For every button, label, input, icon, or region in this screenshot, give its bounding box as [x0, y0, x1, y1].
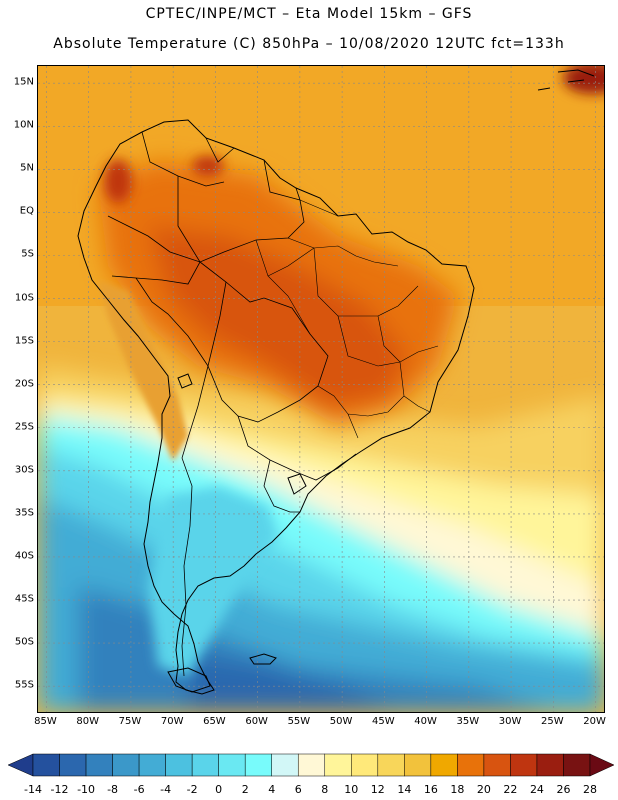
south-america-coastline [77, 119, 475, 695]
tierra-del-fuego [167, 667, 211, 693]
colorbar-cell [536, 753, 564, 777]
coastlines [77, 69, 595, 695]
colorbar-label: 26 [556, 783, 571, 796]
colorbar-cell [430, 753, 458, 777]
lat-label: 5N [20, 162, 34, 174]
lat-label: 30S [14, 464, 34, 476]
field-patagonia-cool [148, 486, 278, 676]
lat-label: 40S [14, 550, 34, 562]
colorbar-label: 4 [268, 783, 276, 796]
colorbar-label: 0 [215, 783, 223, 796]
temperature-field [38, 66, 604, 712]
colorbar-label: 6 [294, 783, 302, 796]
brazil-states [255, 199, 439, 439]
caribbean-islands [537, 69, 595, 91]
colorbar-cell [483, 753, 511, 777]
lon-label: 35W [456, 716, 480, 727]
colorbar-cell [510, 753, 538, 777]
colorbar-under-triangle [7, 753, 34, 777]
colorbar-label: -12 [50, 783, 69, 796]
colorbar-label: -10 [77, 783, 96, 796]
colorbar-label: 28 [583, 783, 597, 796]
map-title: CPTEC/INPE/MCT – Eta Model 15km – GFS [145, 6, 473, 22]
field-andes-warm [98, 281, 188, 461]
lat-label: 15S [14, 335, 34, 347]
colorbar-cell [59, 753, 87, 777]
colorbar-cell [112, 753, 140, 777]
lon-label: 50W [329, 716, 353, 727]
lon-label: 65W [203, 716, 226, 727]
colorbar-cell [563, 753, 591, 777]
lat-label: 15N [13, 76, 34, 88]
lon-label: 85W [34, 716, 57, 727]
colorbar-cell [138, 753, 166, 777]
lon-label: 40W [414, 716, 437, 727]
colorbar-label: 14 [397, 783, 412, 796]
map-subtitle: Absolute Temperature (C) 850hPa – 10/08/… [53, 36, 565, 52]
temperature-map[interactable] [37, 65, 605, 713]
colorbar-cell [32, 753, 60, 777]
lat-label: 55S [14, 679, 34, 691]
colorbar-cell [165, 753, 193, 777]
colorbar-cell [324, 753, 352, 777]
lat-label: 50S [14, 636, 34, 648]
lon-label: 20W [583, 716, 606, 727]
colorbar-cell [351, 753, 379, 777]
colorbar-label: 20 [476, 783, 491, 796]
map-canvas [38, 66, 604, 712]
lat-label: 25S [14, 421, 34, 433]
field-band-m10 [188, 656, 398, 712]
patos-lagoon [287, 473, 307, 495]
colorbar-cell [457, 753, 485, 777]
field-hotspot-guiana [192, 156, 224, 176]
lat-label: 45S [14, 593, 34, 605]
lon-label: 55W [287, 716, 311, 727]
colorbar-cell [218, 753, 246, 777]
lat-label: EQ [19, 205, 34, 217]
lat-lon-grid [38, 66, 604, 712]
field-land-hot [148, 226, 408, 406]
lon-label: 60W [245, 716, 268, 727]
lon-label: 30W [498, 716, 522, 727]
field-hotspot-venezuela [104, 159, 132, 203]
colorbar-label: -8 [107, 783, 119, 796]
colorbar-cell [191, 753, 219, 777]
colorbar-label: -6 [133, 783, 145, 796]
lake-titicaca [177, 373, 193, 389]
falkland-islands [249, 653, 277, 665]
colorbar-label: -2 [186, 783, 198, 796]
colorbar-label: 18 [450, 783, 465, 796]
lon-label: 70W [160, 716, 184, 727]
colorbar-label: 22 [503, 783, 518, 796]
lon-label: 80W [76, 716, 99, 727]
colorbar-label: 10 [344, 783, 359, 796]
colorbar-label: 16 [423, 783, 438, 796]
colorbar-label: 12 [370, 783, 385, 796]
temperature-colorbar [7, 753, 615, 777]
lat-label: 10S [14, 292, 34, 304]
lon-label: 25W [541, 716, 564, 727]
colorbar-cell [271, 753, 299, 777]
lon-label: 75W [118, 716, 142, 727]
colorbar-label: -14 [24, 783, 42, 796]
colorbar-label: 8 [321, 783, 329, 796]
colorbar-label: 24 [529, 783, 544, 796]
colorbar-cell [244, 753, 272, 777]
lat-label: 10N [13, 119, 34, 131]
colorbar-cell [377, 753, 405, 777]
lon-label: 45W [372, 716, 395, 727]
colorbar-label: -4 [160, 783, 172, 796]
country-borders [107, 131, 357, 677]
colorbar-over-triangle [589, 753, 615, 777]
lat-label: 5S [21, 248, 34, 260]
colorbar-cell [297, 753, 326, 777]
lat-label: 35S [14, 507, 34, 519]
lat-label: 20S [14, 378, 34, 390]
colorbar-cell [85, 753, 113, 777]
colorbar-cell [404, 753, 432, 777]
colorbar-label: 2 [241, 783, 249, 796]
